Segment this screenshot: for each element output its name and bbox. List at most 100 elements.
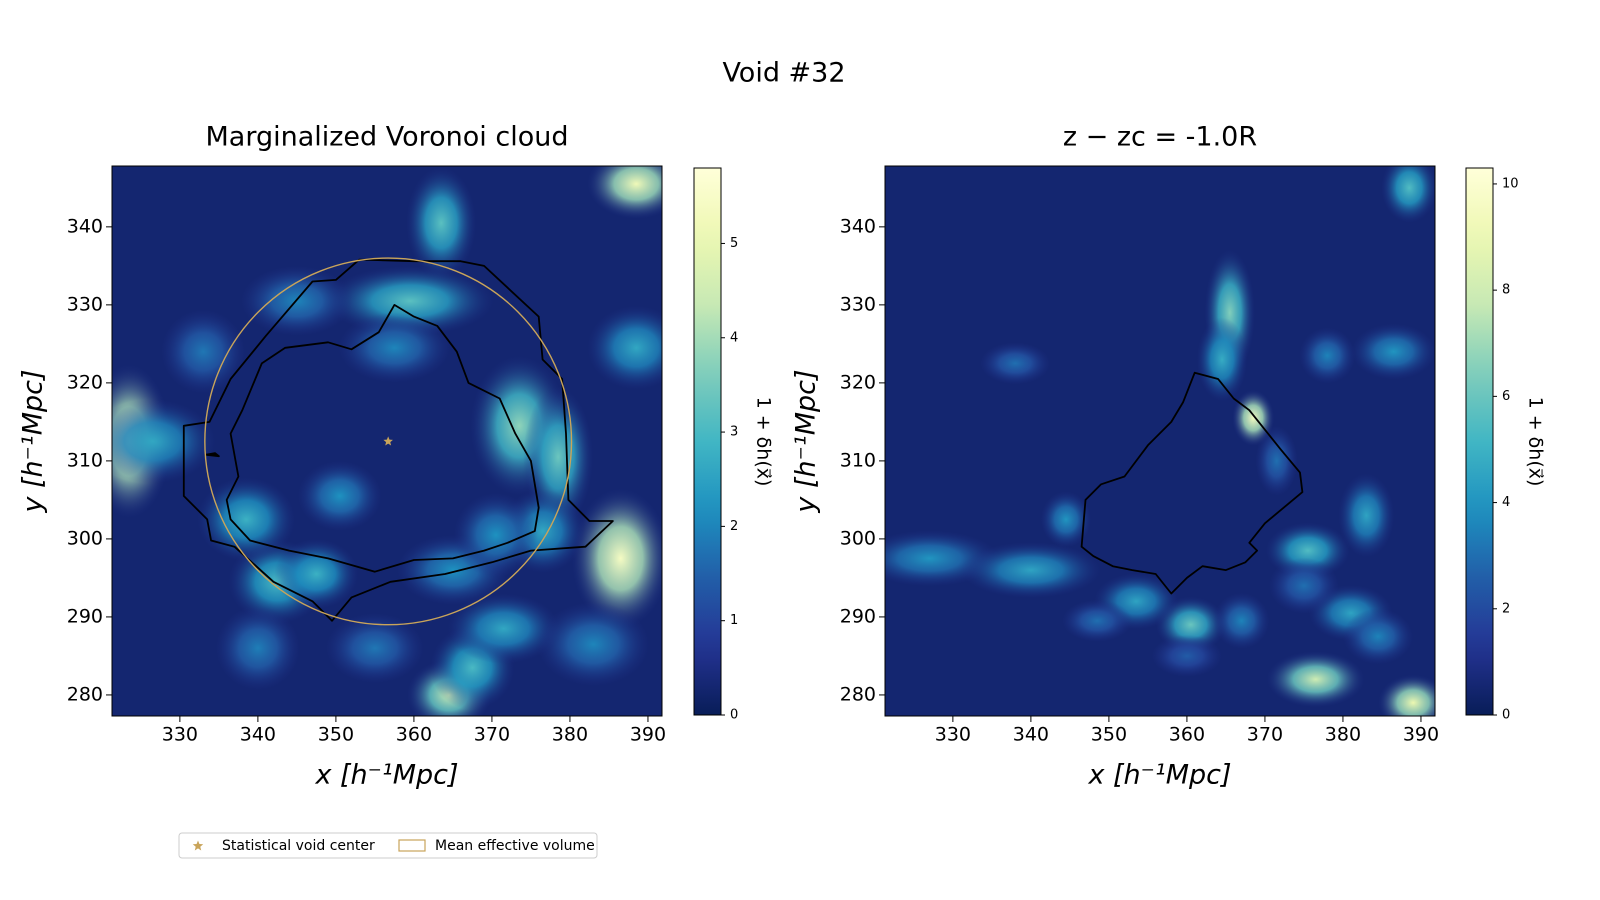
panel-title-voronoi: Marginalized Voronoi cloud: [205, 122, 568, 153]
density-blob: [325, 613, 425, 684]
density-blob: [571, 488, 662, 629]
density-blob: [215, 606, 301, 691]
density-blob: [1351, 323, 1435, 380]
y-tick-label: 330: [840, 293, 876, 315]
legend-circle-swatch-icon: [398, 839, 426, 852]
x-tick-label: 380: [1325, 724, 1361, 746]
y-axis-label: y [h⁻¹Mpc]: [791, 369, 822, 513]
y-tick-label: 300: [67, 527, 103, 549]
x-tick-label: 390: [630, 724, 666, 746]
panel-title-slice: z − zc = -1.0R: [1063, 122, 1257, 153]
colorbar-label: 1 + δh(x⃗): [1525, 397, 1547, 487]
density-blob: [960, 542, 1102, 599]
y-tick-label: 340: [67, 215, 103, 237]
density-blob: [1040, 491, 1092, 548]
density-blob: [112, 399, 216, 484]
density-blob: [1268, 557, 1340, 614]
y-tick-label: 310: [840, 449, 876, 471]
colorbar-tick-label: 10: [1502, 176, 1519, 191]
colorbar-tick-label: 8: [1502, 283, 1510, 298]
x-tick-label: 370: [474, 724, 510, 746]
density-blob: [587, 305, 662, 390]
heatmap-field: [112, 166, 662, 716]
y-tick-label: 340: [840, 215, 876, 237]
density-blob: [406, 166, 477, 280]
density-blob: [1299, 327, 1356, 384]
density-blob: [1232, 389, 1275, 447]
x-tick-label: 340: [1013, 724, 1049, 746]
x-tick-label: 350: [318, 724, 354, 746]
colorbar-tick-label: 3: [730, 425, 738, 440]
colorbar-tick-label: 0: [1502, 708, 1510, 723]
x-tick-label: 340: [240, 724, 276, 746]
axes-frame: [111, 165, 663, 717]
density-blob: [1381, 166, 1435, 223]
density-blob: [1151, 634, 1223, 677]
legend-star-icon: [192, 840, 204, 851]
heatmap-field: [885, 166, 1435, 716]
x-tick-label: 390: [1403, 724, 1439, 746]
colorbar-tick-label: 6: [1502, 389, 1510, 404]
density-blob: [587, 166, 662, 220]
x-tick-label: 380: [552, 724, 588, 746]
density-blob: [453, 492, 538, 578]
colorbar-tick-label: 5: [730, 236, 738, 251]
x-tick-label: 360: [396, 724, 432, 746]
void-contour: [225, 304, 540, 573]
density-blob: [297, 460, 382, 532]
density-blob: [1062, 599, 1133, 642]
y-tick-label: 290: [67, 605, 103, 627]
x-tick-label: 350: [1091, 724, 1127, 746]
y-tick-label: 280: [840, 683, 876, 705]
legend-label-effective-volume: Mean effective volume: [435, 838, 595, 854]
density-blob: [1255, 425, 1298, 496]
y-tick-label: 330: [67, 293, 103, 315]
legend-label-void-center: Statistical void center: [222, 838, 375, 854]
colorbar-tick-label: 1: [730, 613, 738, 628]
colorbar-tick-label: 0: [730, 708, 738, 723]
effective-volume-circle: [204, 257, 573, 626]
colorbar: [693, 167, 722, 716]
y-tick-label: 310: [67, 449, 103, 471]
y-axis-label: y [h⁻¹Mpc]: [18, 369, 49, 513]
void-contour: [182, 258, 614, 622]
density-blob: [447, 593, 560, 664]
figure-title: Void #32: [722, 58, 845, 89]
void-contour: [204, 452, 220, 458]
legend: Statistical void center Mean effective v…: [178, 832, 598, 859]
density-blob: [1196, 317, 1248, 402]
y-tick-label: 300: [840, 527, 876, 549]
y-tick-label: 320: [67, 371, 103, 393]
density-blob: [1338, 473, 1395, 558]
density-blob: [537, 602, 650, 687]
x-tick-label: 360: [1169, 724, 1205, 746]
density-blob: [1213, 592, 1270, 649]
void-center-star-icon: [383, 436, 393, 446]
x-tick-label: 370: [1247, 724, 1283, 746]
colorbar-tick-label: 4: [1502, 495, 1510, 510]
x-axis-label: x [h⁻¹Mpc]: [1087, 760, 1231, 791]
x-tick-label: 330: [162, 724, 198, 746]
colorbar-tick-label: 2: [730, 519, 738, 534]
colorbar-label: 1 + δh(x⃗): [753, 397, 775, 487]
x-tick-label: 330: [935, 724, 971, 746]
y-tick-label: 320: [840, 371, 876, 393]
density-blob: [1266, 651, 1365, 708]
y-tick-label: 290: [840, 605, 876, 627]
colorbar: [1465, 167, 1494, 716]
axes-frame: [884, 165, 1436, 717]
colorbar-tick-label: 4: [730, 330, 738, 345]
density-blob: [338, 312, 451, 383]
density-blob: [161, 309, 246, 394]
panel-slice: 330 340 350 360 370 380 3902802903003103203303…: [791, 122, 1547, 791]
panel-voronoi-cloud: 330 340 350 360 370 380 3902802903003103203303…: [18, 122, 775, 791]
density-blob: [1378, 674, 1435, 716]
y-tick-label: 280: [67, 683, 103, 705]
density-blob: [274, 538, 359, 610]
x-axis-label: x [h⁻¹Mpc]: [314, 760, 458, 791]
colorbar-tick-label: 2: [1502, 601, 1510, 616]
legend-frame: [178, 832, 598, 859]
density-blob: [197, 477, 296, 562]
void-contour: [1080, 371, 1304, 595]
